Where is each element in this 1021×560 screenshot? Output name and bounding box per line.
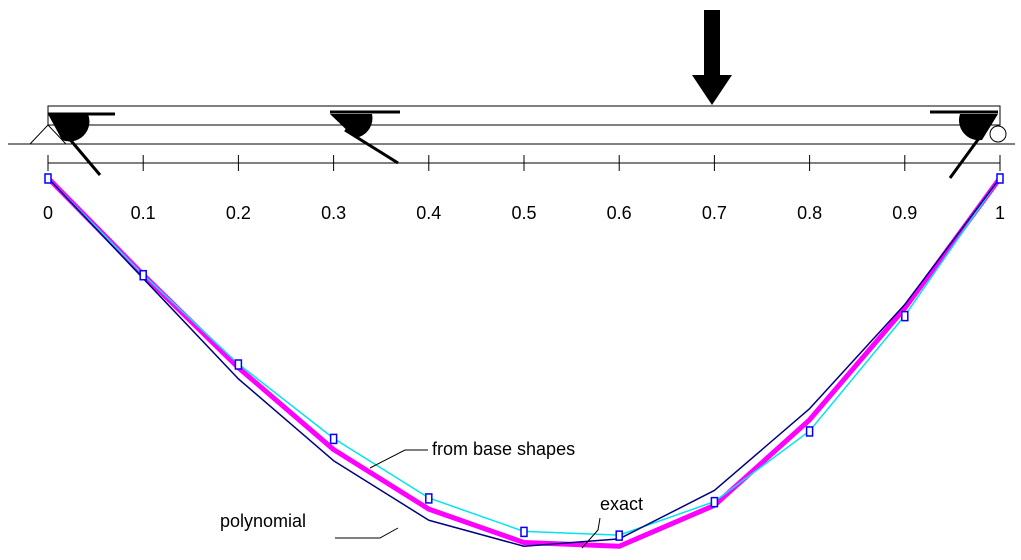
series-label: polynomial <box>220 511 306 531</box>
spring-arm <box>60 129 102 176</box>
roller-support <box>989 125 1007 143</box>
annotation-leader <box>581 517 601 549</box>
series-label: exact <box>600 494 643 514</box>
point-marker <box>44 173 52 184</box>
beam <box>47 105 1001 126</box>
x-tick-label: 0.1 <box>131 203 156 223</box>
annotation-leader <box>335 527 399 539</box>
point-marker <box>805 426 814 437</box>
x-tick-label: 1 <box>995 203 1005 223</box>
point-marker <box>234 359 243 370</box>
point-marker <box>710 496 719 508</box>
series-line <box>47 177 1001 548</box>
x-tick-label: 0.6 <box>607 203 632 223</box>
spring-right <box>959 114 998 141</box>
annotation-leader <box>369 449 428 469</box>
point-marker <box>139 269 147 281</box>
point-marker <box>996 173 1004 184</box>
spring-arm <box>344 128 399 165</box>
series-line <box>46 176 1003 549</box>
beam-diagram <box>8 10 1015 179</box>
pin-support <box>28 124 68 145</box>
x-tick-label: 0.2 <box>226 203 251 223</box>
x-tick-label: 0.3 <box>321 203 346 223</box>
load-arrow <box>692 10 732 105</box>
x-tick-label: 0.8 <box>797 203 822 223</box>
x-tick-label: 0.7 <box>702 203 727 223</box>
spring-left <box>48 114 90 142</box>
x-tick-label: 0.4 <box>416 203 441 223</box>
point-marker <box>901 310 909 322</box>
series-label: from base shapes <box>432 439 575 459</box>
spring-middle <box>330 114 373 138</box>
point-marker <box>329 433 338 445</box>
x-tick-label: 0 <box>43 203 53 223</box>
x-tick-label: 0.9 <box>892 203 917 223</box>
point-marker <box>615 530 623 541</box>
spring-arm <box>948 129 987 179</box>
point-marker <box>520 526 528 538</box>
point-marker <box>425 493 433 504</box>
x-tick-label: 0.5 <box>511 203 536 223</box>
